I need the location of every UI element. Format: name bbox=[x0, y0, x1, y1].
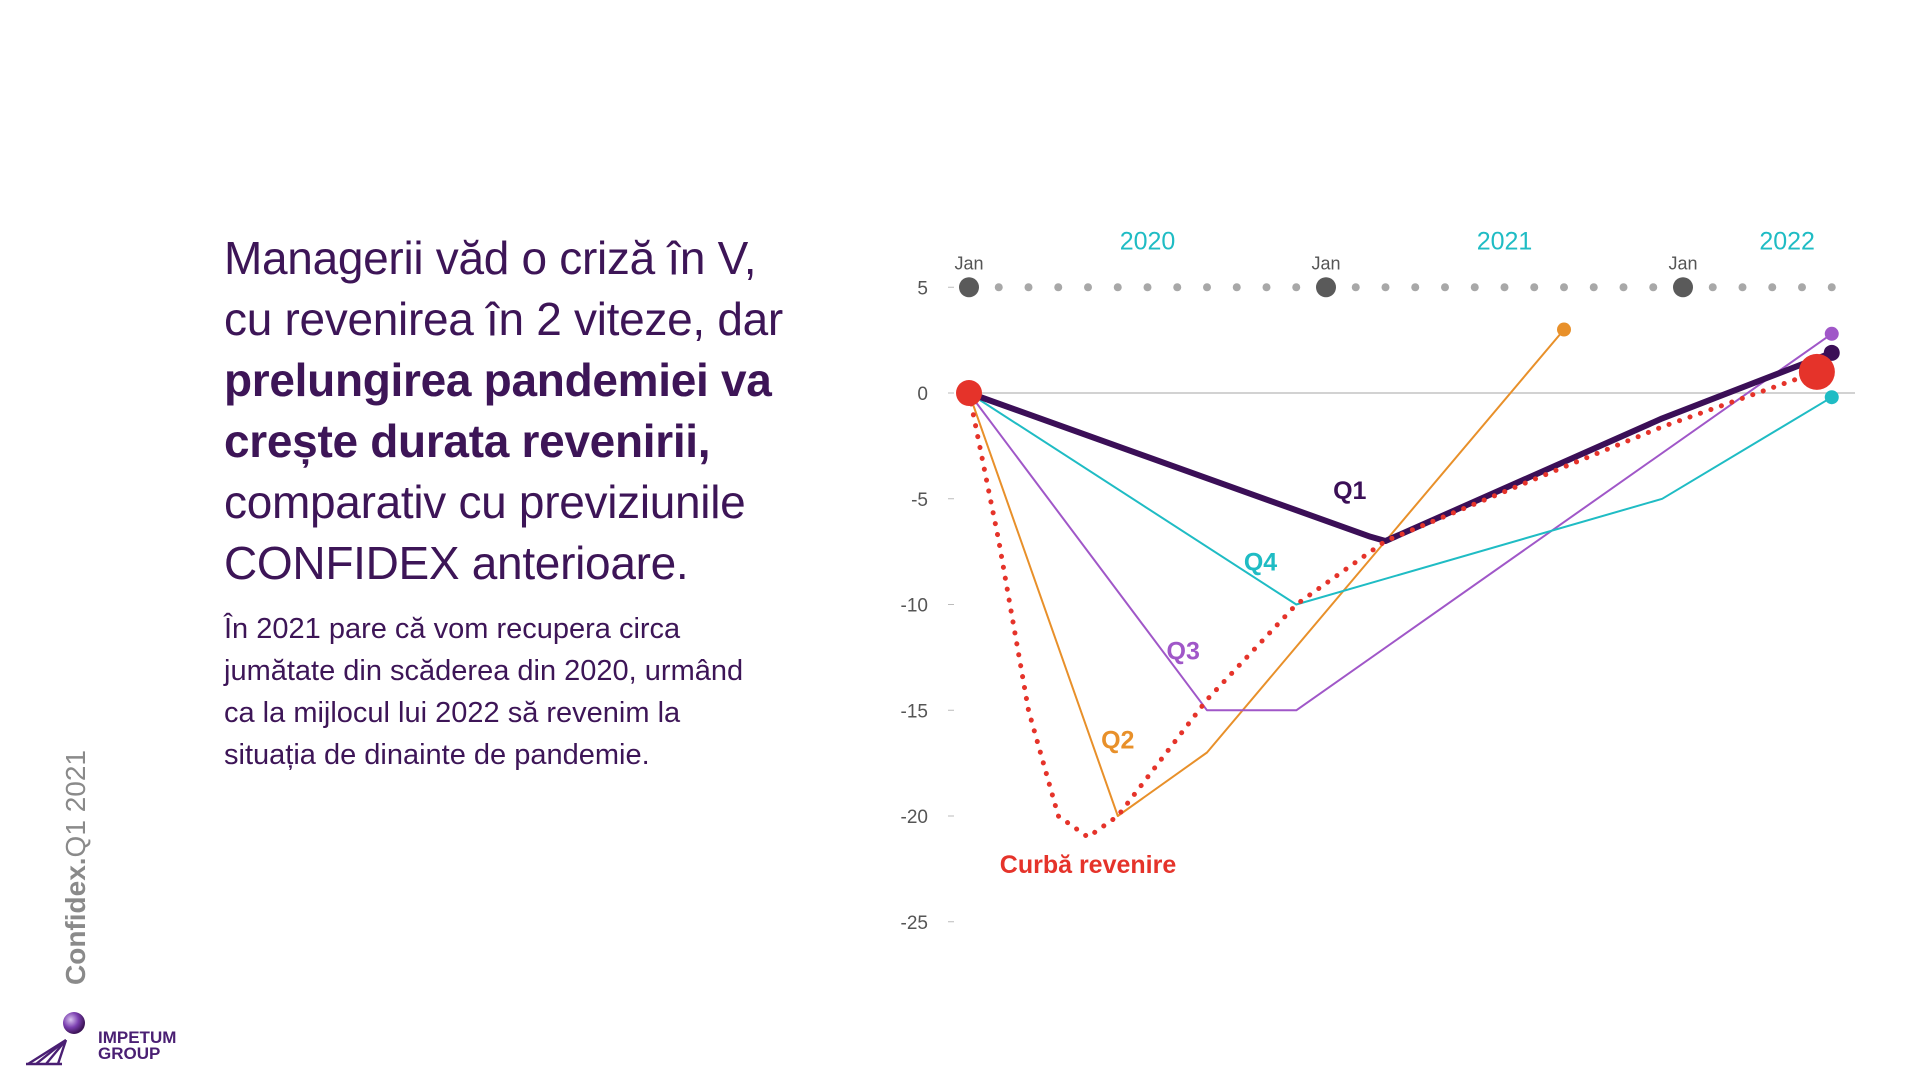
timeline-year-label: 2022 bbox=[1759, 227, 1815, 255]
timeline-month-dot bbox=[1708, 283, 1717, 292]
curve-end-marker bbox=[1798, 353, 1835, 390]
y-tick-label: -15 bbox=[901, 701, 928, 722]
y-tick-label: -5 bbox=[911, 490, 928, 511]
timeline-month-dot bbox=[1560, 283, 1568, 292]
series-label: Q4 bbox=[1244, 549, 1277, 577]
timeline-month-dot bbox=[1530, 283, 1539, 292]
logo-line-1: IMPETUM bbox=[98, 1028, 177, 1047]
headline-line-1: Managerii văd o criză în V, bbox=[224, 232, 757, 284]
timeline-month-dot bbox=[1619, 283, 1628, 292]
timeline-month-dot bbox=[1203, 283, 1211, 292]
timeline-month-dot bbox=[1798, 283, 1806, 292]
timeline-month-dot bbox=[1232, 283, 1241, 292]
impetum-logo: IMPETUM GROUP bbox=[26, 1010, 196, 1070]
subtext-line-2: jumătate din scăderea din 2020, urmând bbox=[224, 655, 744, 687]
subtext-line-4: situația de dinainte de pandemie. bbox=[224, 739, 650, 771]
timeline-month-dot bbox=[1500, 283, 1509, 292]
timeline-jan-label: Jan bbox=[1311, 253, 1340, 273]
headline-bold-line-1: prelungirea pandemiei va bbox=[224, 354, 772, 406]
headline-line-5: comparativ cu previziunile bbox=[224, 476, 746, 528]
timeline-month-dot bbox=[1262, 283, 1271, 292]
y-tick-label: -10 bbox=[901, 596, 928, 617]
y-tick-label: 0 bbox=[917, 384, 928, 405]
timeline-month-dot bbox=[1024, 283, 1033, 292]
timeline-jan-marker bbox=[1673, 277, 1693, 298]
logo-line-2: GROUP bbox=[98, 1044, 161, 1063]
series-label: Curbă revenire bbox=[1000, 851, 1177, 879]
timeline-month-dot bbox=[1470, 283, 1479, 292]
y-tick-label: 5 bbox=[917, 278, 928, 299]
timeline-jan-label: Jan bbox=[1668, 253, 1697, 273]
subtext-line-1: În 2021 pare că vom recupera circa bbox=[224, 613, 681, 645]
start-marker bbox=[956, 380, 982, 406]
headline: Managerii văd o criză în V, cu revenirea… bbox=[224, 228, 844, 594]
timeline-month-dot bbox=[1768, 283, 1777, 292]
series-label: Q3 bbox=[1167, 637, 1200, 665]
series-label: Q1 bbox=[1333, 477, 1366, 505]
timeline-year-label: 2020 bbox=[1120, 227, 1176, 255]
timeline-month-dot bbox=[1292, 283, 1301, 292]
series-line-q4 bbox=[968, 392, 1833, 606]
headline-bold-line-2: crește durata revenirii, bbox=[224, 415, 711, 467]
impetum-logo-icon bbox=[26, 1012, 85, 1066]
timeline-month-dot bbox=[1411, 283, 1420, 292]
timeline-month-dot bbox=[1054, 283, 1063, 292]
timeline-month-dot bbox=[1738, 283, 1747, 292]
timeline-month-dot bbox=[994, 283, 1003, 292]
subtext: În 2021 pare că vom recupera circa jumăt… bbox=[224, 608, 844, 776]
impetum-logo-text: IMPETUM GROUP bbox=[98, 1028, 177, 1063]
headline-line-6: CONFIDEX anterioare. bbox=[224, 537, 689, 589]
q1-end-marker bbox=[1823, 344, 1840, 361]
series-line-q1 bbox=[966, 349, 1835, 544]
timeline-month-dot bbox=[1113, 283, 1122, 292]
timeline-month-dot bbox=[1589, 283, 1598, 292]
timeline-month-dot bbox=[1649, 283, 1658, 292]
timeline-jan-label: Jan bbox=[954, 253, 983, 273]
timeline-month-dot bbox=[1827, 283, 1836, 292]
subtext-line-3: ca la mijlocul lui 2022 să revenim la bbox=[224, 697, 681, 729]
timeline-month-dot bbox=[1441, 283, 1449, 292]
timeline-year-label: 2021 bbox=[1477, 227, 1533, 255]
timeline-jan-marker bbox=[1316, 277, 1336, 298]
timeline-month-dot bbox=[1143, 283, 1152, 292]
series-label: Q2 bbox=[1101, 726, 1134, 754]
series-end-marker bbox=[1824, 390, 1839, 405]
timeline-month-dot bbox=[1173, 283, 1182, 292]
series-line-curb-revenire bbox=[966, 369, 1820, 840]
series-end-marker bbox=[1824, 326, 1839, 341]
timeline-month-dot bbox=[1084, 283, 1092, 292]
y-tick-label: -25 bbox=[901, 913, 928, 934]
series-end-marker bbox=[1557, 322, 1571, 337]
timeline-jan-marker bbox=[959, 277, 979, 298]
timeline-month-dot bbox=[1351, 283, 1360, 292]
y-tick-label: -20 bbox=[901, 807, 928, 828]
timeline-month-dot bbox=[1381, 283, 1390, 292]
series-line-q3 bbox=[968, 332, 1833, 712]
headline-line-2: cu revenirea în 2 viteze, dar bbox=[224, 293, 783, 345]
